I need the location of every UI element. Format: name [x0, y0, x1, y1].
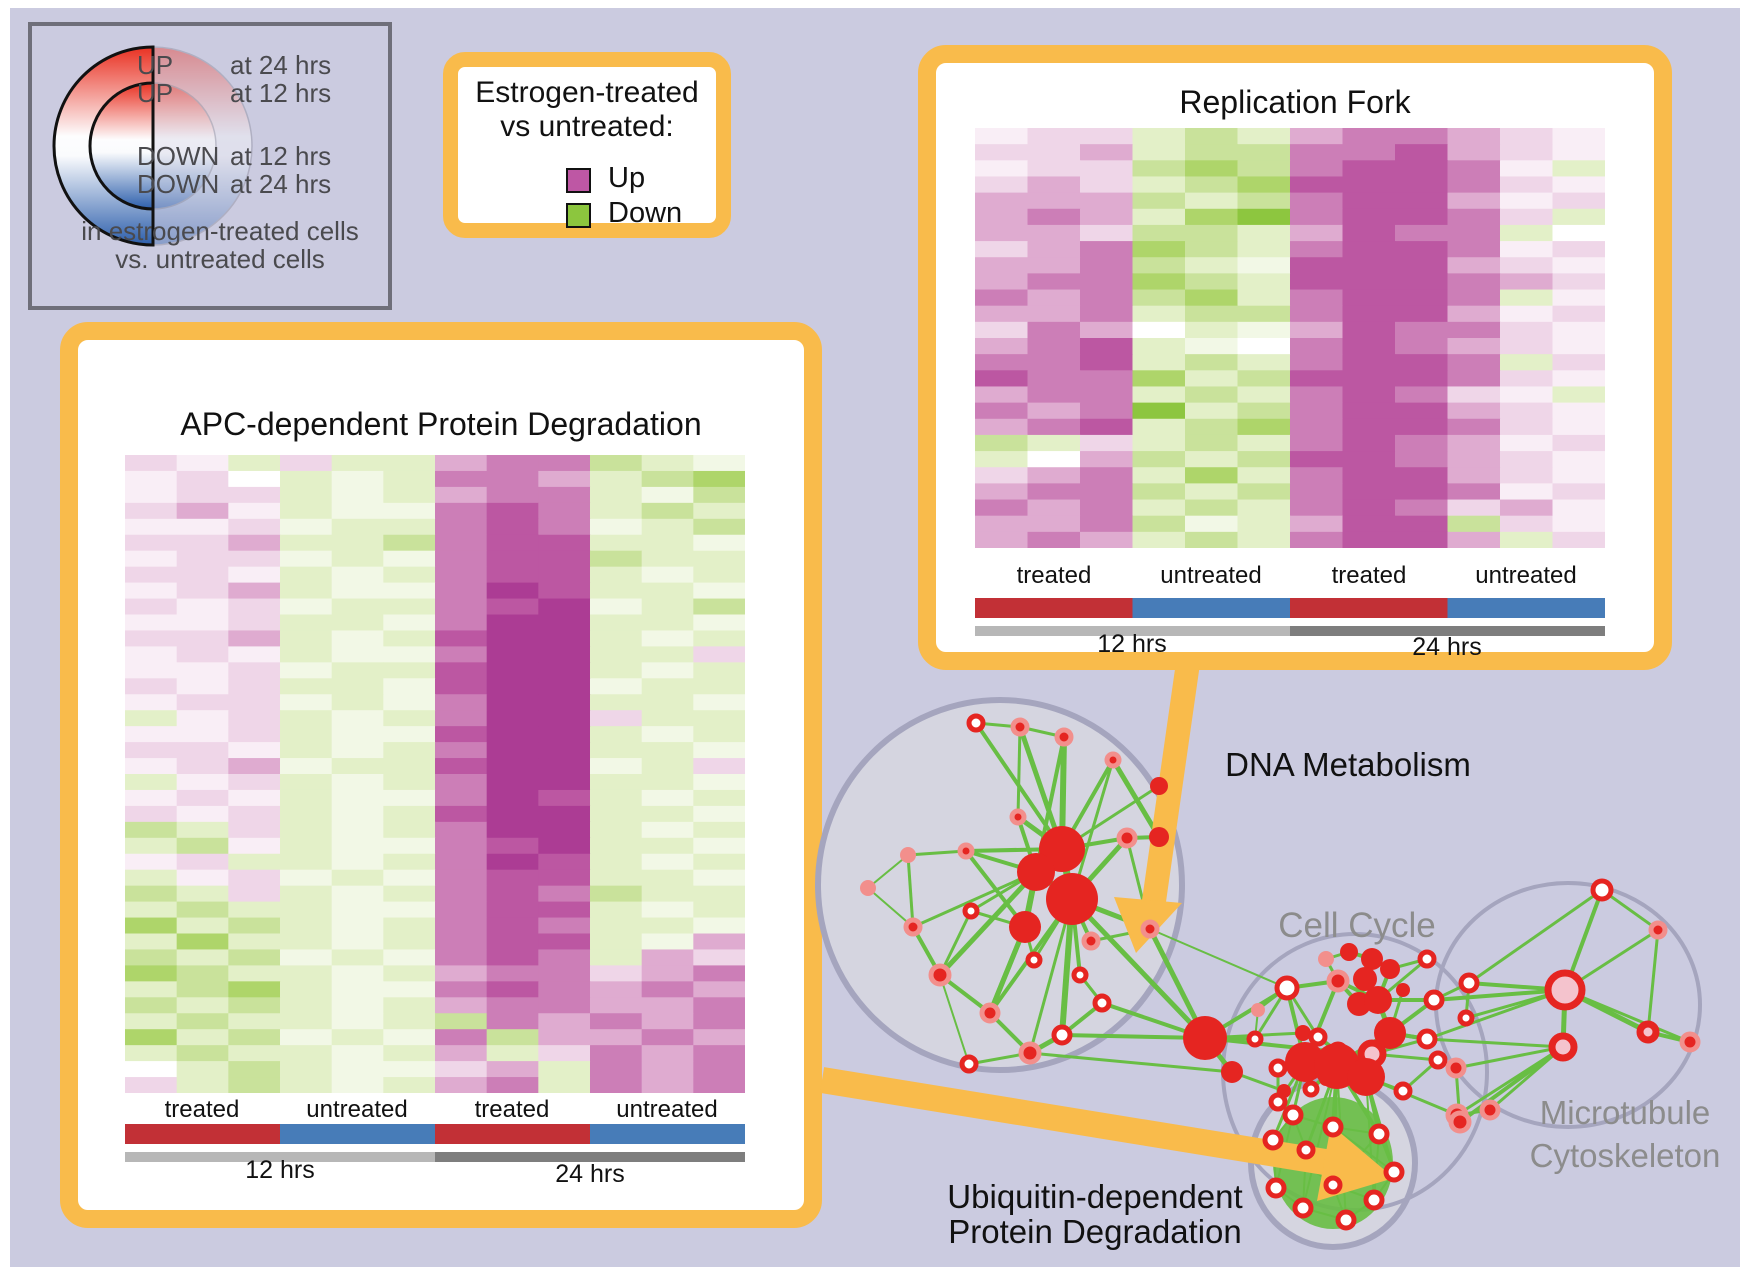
- dna-metabolism-label: DNA Metabolism: [1225, 746, 1471, 783]
- apc-title: APC-dependent Protein Degradation: [180, 406, 702, 442]
- up-swatch-icon: [566, 168, 591, 193]
- replication-fork-title: Replication Fork: [1179, 84, 1411, 120]
- updown-title-line1: Estrogen-treated: [475, 76, 699, 109]
- apc-group-label: treated: [474, 1096, 550, 1123]
- legend-down-12-time: at 12 hrs: [230, 141, 332, 171]
- up-down-circle-icon: [52, 45, 253, 247]
- ubiquitin-label-line2: Protein Degradation: [948, 1213, 1242, 1250]
- microtubule-label-line1: Microtubule: [1539, 1094, 1711, 1131]
- legend-down-12-dir: DOWN: [137, 141, 220, 171]
- apc-group-label: untreated: [306, 1096, 408, 1123]
- dna-metabolism-ellipse: [815, 697, 1185, 1073]
- updown-title-line2: vs untreated:: [500, 110, 674, 143]
- down-label: Down: [608, 197, 683, 229]
- replication-fork-heatmap: [975, 128, 1605, 548]
- arrow-rf-to-network: [1141, 654, 1201, 910]
- legend-up-24-time: at 24 hrs: [230, 50, 332, 80]
- cell-cycle-label: Cell Cycle: [1278, 906, 1436, 945]
- up-label: Up: [608, 162, 646, 194]
- legend-up-12-dir: UP: [137, 78, 174, 108]
- arrow-apc-to-ubiquitin: [819, 1067, 1328, 1175]
- rf-12hrs-label: 12 hrs: [1097, 630, 1167, 658]
- apc-heatmap: [125, 455, 745, 1093]
- rf-24hrs-label: 24 hrs: [1412, 633, 1482, 661]
- rf-group-label: treated: [1331, 562, 1407, 589]
- legend-up-24-dir: UP: [137, 50, 174, 80]
- legend-down-24-dir: DOWN: [137, 169, 220, 199]
- ubiquitin-label-line1: Ubiquitin-dependent: [947, 1178, 1243, 1215]
- down-swatch-icon: [566, 203, 591, 228]
- network-nodes: [860, 713, 1701, 1231]
- microtubule-label-line2: Cytoskeleton: [1529, 1137, 1721, 1174]
- rf-group-label: untreated: [1160, 562, 1262, 589]
- circle-legend-box: UP at 24 hrs UP at 12 hrs DOWN at 12 hrs…: [28, 22, 392, 310]
- replication-fork-condition-bars: [975, 598, 1605, 636]
- rf-group-label: untreated: [1475, 562, 1577, 589]
- rf-group-label: treated: [1016, 562, 1092, 589]
- legend-down-24-time: at 24 hrs: [230, 169, 332, 199]
- apc-24hrs-label: 24 hrs: [555, 1160, 625, 1188]
- legend-up-12-time: at 12 hrs: [230, 78, 332, 108]
- legend-caption-line1: in estrogen-treated cells: [81, 216, 359, 246]
- apc-12hrs-label: 12 hrs: [245, 1156, 315, 1184]
- apc-group-label: treated: [164, 1096, 240, 1123]
- apc-group-label: untreated: [616, 1096, 718, 1123]
- apc-condition-bars: [125, 1124, 745, 1162]
- legend-caption-line2: vs. untreated cells: [115, 244, 325, 274]
